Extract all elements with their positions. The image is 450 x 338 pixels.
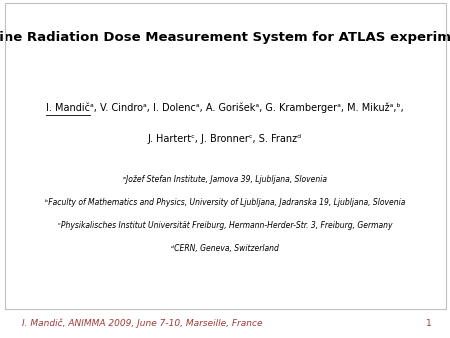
Text: I. Mandič, ANIMMA 2009, June 7-10, Marseille, France: I. Mandič, ANIMMA 2009, June 7-10, Marse… bbox=[22, 319, 263, 329]
Text: ᵃJožef Stefan Institute, Jamova 39, Ljubljana, Slovenia: ᵃJožef Stefan Institute, Jamova 39, Ljub… bbox=[123, 175, 327, 184]
Text: 1: 1 bbox=[426, 319, 432, 328]
Text: ᶜPhysikalisches Institut Universität Freiburg, Hermann-Herder-Str. 3, Freiburg, : ᶜPhysikalisches Institut Universität Fre… bbox=[58, 221, 392, 230]
Text: ᵇFaculty of Mathematics and Physics, University of Ljubljana, Jadranska 19, Ljub: ᵇFaculty of Mathematics and Physics, Uni… bbox=[45, 198, 405, 207]
Text: Online Radiation Dose Measurement System for ATLAS experiment: Online Radiation Dose Measurement System… bbox=[0, 31, 450, 44]
Text: ᵈCERN, Geneva, Switzerland: ᵈCERN, Geneva, Switzerland bbox=[171, 244, 279, 254]
Text: I. Mandičᵃ, V. Cindroᵃ, I. Dolencᵃ, A. Gorišekᵃ, G. Krambergerᵃ, M. Mikužᵃ,ᵇ,: I. Mandičᵃ, V. Cindroᵃ, I. Dolencᵃ, A. G… bbox=[46, 103, 404, 114]
Text: J. Hartertᶜ, J. Bronnerᶜ, S. Franzᵈ: J. Hartertᶜ, J. Bronnerᶜ, S. Franzᵈ bbox=[148, 134, 302, 144]
